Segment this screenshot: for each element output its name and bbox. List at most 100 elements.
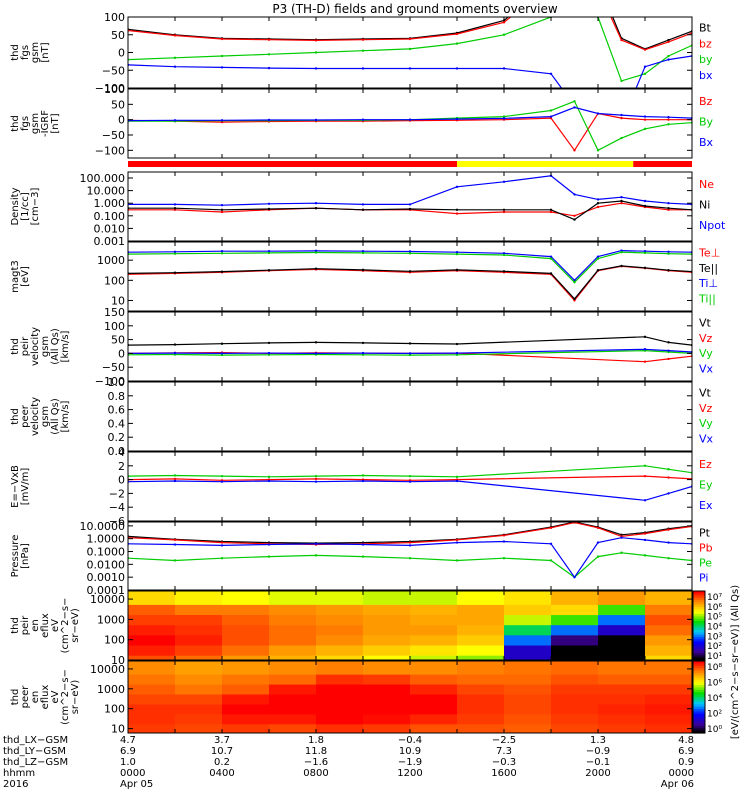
footer-value: 11.8 (305, 746, 327, 757)
y-tick-label: 1.0 (108, 376, 126, 389)
data-point (220, 353, 224, 357)
heatmap-cell (316, 703, 364, 715)
colorbar-tick-label: 10⁴ (707, 623, 722, 633)
heatmap-cell (316, 694, 364, 705)
legend-entry: bx (699, 69, 713, 82)
data-point (573, 149, 576, 152)
data-point (502, 208, 506, 211)
colorbar-tick-label: 10⁵ (707, 613, 722, 623)
data-point (220, 480, 224, 483)
data-point (267, 475, 271, 479)
data-point (267, 249, 271, 253)
heatmap-cell (222, 684, 270, 695)
heatmap-cell (222, 703, 270, 715)
series-group (128, 249, 692, 302)
y-axis-label: magt3 (10, 260, 21, 293)
data-point (596, 541, 600, 544)
colorbar-cell (693, 595, 705, 599)
y-tick-label: 0 (118, 114, 125, 127)
data-point (173, 207, 177, 210)
y-axis-label: gsm (40, 406, 51, 427)
heatmap-cell (598, 614, 646, 626)
legend-entry: By (699, 115, 714, 128)
heatmap-cell (551, 723, 599, 734)
heatmap-cell (457, 723, 505, 734)
heatmap-cell (504, 713, 552, 725)
y-tick-label: 1.000 (94, 197, 126, 210)
data-point (620, 116, 623, 120)
y-axis-label: en (30, 619, 41, 632)
y-tick-label: 100 (104, 320, 125, 333)
heatmap-cell (551, 645, 599, 656)
heatmap-cell (457, 645, 505, 656)
data-point (220, 352, 224, 355)
y-axis-label: [eV] (20, 266, 31, 287)
heatmap-cell (645, 694, 693, 705)
heatmap-cell (645, 655, 693, 661)
data-point (596, 202, 600, 205)
footer-value: 0800 (303, 768, 328, 779)
data-point (173, 474, 177, 477)
heatmap-cell (316, 713, 364, 725)
heatmap-cell (410, 661, 458, 675)
heatmap-cell (551, 684, 599, 695)
data-point (408, 541, 412, 544)
colorbar-tick-label: 10⁰ (707, 725, 722, 735)
y-axis-label: E=−VxB (10, 465, 21, 508)
footer-value: 0400 (209, 768, 234, 779)
heatmap-cell (269, 614, 317, 626)
data-point (173, 34, 177, 37)
data-point (220, 474, 224, 478)
data-point (361, 203, 365, 206)
colorbar-tick-label: 10⁷ (707, 593, 722, 603)
colorbar-cell (693, 632, 705, 636)
data-point (620, 199, 623, 203)
heatmap-cell (222, 655, 270, 661)
data-point (314, 341, 318, 344)
heatmap-cell (457, 661, 505, 675)
legend-entry: by (699, 53, 713, 66)
heatmap-cell (457, 604, 505, 616)
heatmap-cell (316, 624, 364, 636)
heatmap-cell (645, 723, 693, 734)
data-point (573, 100, 576, 103)
heatmap-cell (269, 645, 317, 656)
colorbar-cell (693, 661, 705, 664)
heatmap-cell (645, 614, 693, 626)
legend-entry: Vt (699, 387, 712, 400)
data-point (408, 342, 412, 345)
heatmap-cell (316, 614, 364, 626)
panel-frame (127, 521, 693, 591)
data-point (173, 119, 177, 122)
heatmap-cell (504, 591, 552, 605)
footer-value: Apr 06 (661, 779, 694, 790)
y-axis-label: peir (20, 615, 31, 635)
series-group (128, 335, 692, 363)
panel-frame (127, 381, 693, 452)
data-point (361, 353, 365, 356)
y-axis-label: eV (50, 619, 61, 632)
heatmap-cell (457, 674, 505, 685)
y-axis-label: velocity (30, 327, 41, 366)
heatmap-cell (316, 634, 364, 646)
data-point (667, 528, 670, 531)
heatmap-cell (504, 694, 552, 705)
colorbar-cell (693, 682, 705, 686)
data-point (220, 249, 224, 253)
y-axis-label: sr−eV) (70, 680, 81, 715)
data-point (173, 252, 177, 255)
heatmap-cell (410, 634, 458, 646)
y-axis-label: (cm^2−s− (60, 598, 71, 654)
colorbar-tick-label: 10⁶ (707, 603, 722, 613)
footer-value: 3.7 (214, 735, 230, 746)
footer-row-label: thd_LZ−GSM (3, 757, 68, 768)
data-point (596, 112, 600, 115)
heatmap-cell (504, 614, 552, 626)
heatmap-cell (598, 674, 646, 685)
data-point (361, 479, 365, 483)
colorbar-cell (693, 728, 705, 732)
data-point (267, 207, 271, 211)
y-axis-label: (All Qs) (50, 328, 61, 365)
heatmap-cell (269, 591, 317, 605)
data-point (643, 474, 647, 478)
